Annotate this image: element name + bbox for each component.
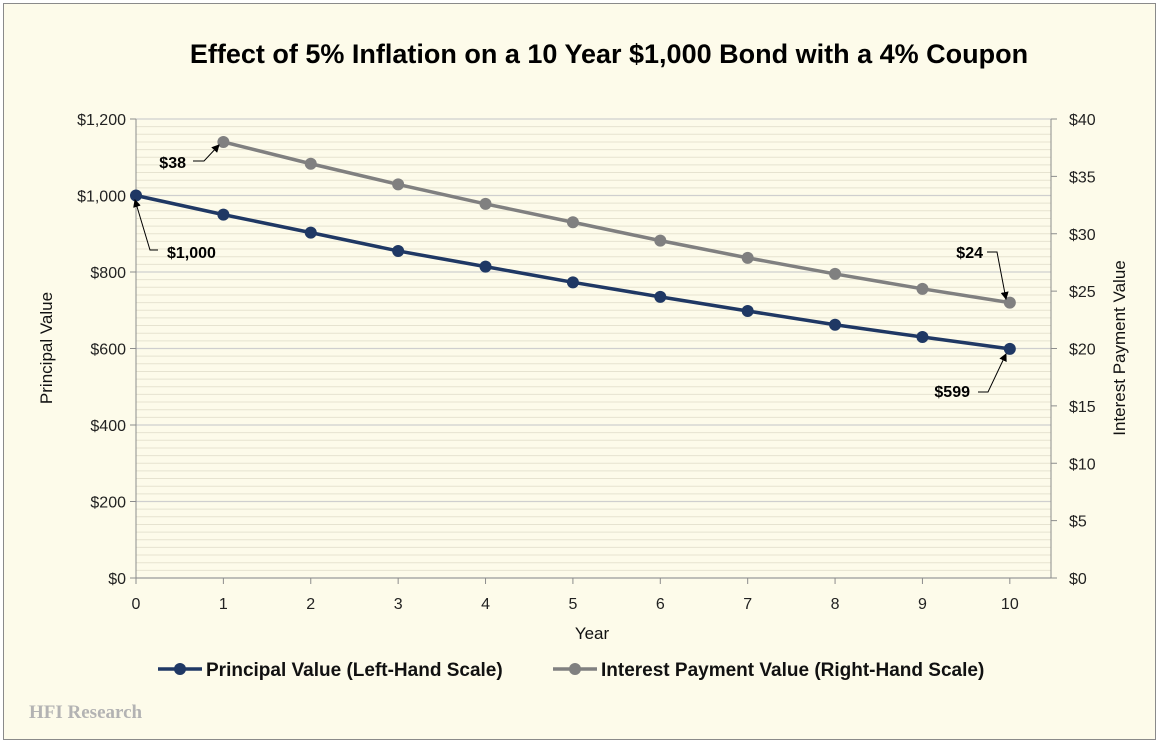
chart-title: Effect of 5% Inflation on a 10 Year $1,0… [190, 39, 1028, 69]
axes [130, 118, 1057, 584]
y-left-tick-label: $400 [90, 418, 126, 435]
series-0-point [654, 290, 667, 303]
x-axis-title: Year [575, 624, 610, 643]
series-0-point [479, 260, 492, 273]
series-0-point [130, 189, 142, 202]
y-left-tick-label: $200 [90, 495, 126, 512]
y-right-tick-label: $40 [1069, 112, 1096, 129]
annotations: $1,000 $599 $38 $24 [133, 144, 1009, 401]
legend-marker-0 [174, 663, 186, 675]
series-layer [130, 135, 1016, 355]
legend-label-0: Principal Value (Left-Hand Scale) [206, 660, 503, 681]
series-0-point [829, 318, 842, 331]
series-1-point [916, 282, 929, 295]
series-1-point [392, 178, 405, 191]
y-axis-left-title: Principal Value [37, 292, 56, 404]
legend-marker-1 [569, 663, 581, 675]
annotation-label: $24 [956, 245, 983, 262]
series-0-point [741, 305, 754, 318]
series-1-point [829, 267, 842, 280]
y-right-tick-label: $35 [1069, 169, 1096, 186]
x-tick-label: 3 [394, 596, 403, 613]
x-tick-label: 8 [831, 596, 840, 613]
y-right-tick-label: $10 [1069, 456, 1096, 473]
y-right-tick-label: $30 [1069, 227, 1096, 244]
annotation-label: $38 [159, 155, 186, 172]
series-1-point [217, 135, 230, 148]
watermark: HFI Research [29, 702, 143, 723]
y-right-tick-label: $20 [1069, 342, 1096, 359]
annotation-label: $1,000 [167, 245, 216, 262]
series-1-point [304, 157, 317, 170]
tick-labels: $0$200$400$600$800$1,000$1,200$0$5$10$15… [77, 112, 1096, 613]
series-1-point [566, 216, 579, 229]
x-tick-label: 2 [306, 596, 315, 613]
y-left-tick-label: $0 [108, 571, 126, 588]
y-right-tick-label: $0 [1069, 571, 1087, 588]
x-tick-label: 10 [1001, 596, 1019, 613]
x-tick-label: 5 [568, 596, 577, 613]
series-0-point [566, 276, 579, 289]
y-right-tick-label: $25 [1069, 284, 1096, 301]
x-tick-label: 9 [918, 596, 927, 613]
annotation-arrow [978, 353, 1007, 393]
annotation-label: $599 [934, 384, 970, 401]
series-0-point [217, 208, 230, 221]
annotation-arrow [987, 251, 1009, 300]
y-left-tick-label: $1,000 [77, 189, 126, 206]
series-1-point [654, 234, 667, 247]
series-0-point [916, 331, 929, 344]
y-left-tick-label: $600 [90, 342, 126, 359]
series-1-point [741, 251, 754, 264]
annotation-arrow [133, 199, 158, 251]
y-left-tick-label: $800 [90, 265, 126, 282]
x-tick-label: 0 [132, 596, 141, 613]
y-right-tick-label: $5 [1069, 514, 1087, 531]
y-left-tick-label: $1,200 [77, 112, 126, 129]
x-tick-label: 7 [743, 596, 752, 613]
series-0-point [304, 226, 317, 239]
x-tick-label: 4 [481, 596, 490, 613]
legend-label-1: Interest Payment Value (Right-Hand Scale… [601, 660, 984, 681]
series-line-1 [222, 140, 1011, 305]
series-0-point [392, 244, 405, 257]
annotation-arrow [193, 144, 220, 162]
grid [136, 118, 1051, 579]
y-axis-right-title: Interest Payment Value [1110, 260, 1129, 435]
y-right-tick-label: $15 [1069, 399, 1096, 416]
legend: Principal Value (Left-Hand Scale) Interes… [158, 660, 984, 681]
x-tick-label: 1 [219, 596, 228, 613]
series-1-point [479, 197, 492, 210]
series-0-point [1003, 342, 1016, 355]
x-tick-label: 6 [656, 596, 665, 613]
